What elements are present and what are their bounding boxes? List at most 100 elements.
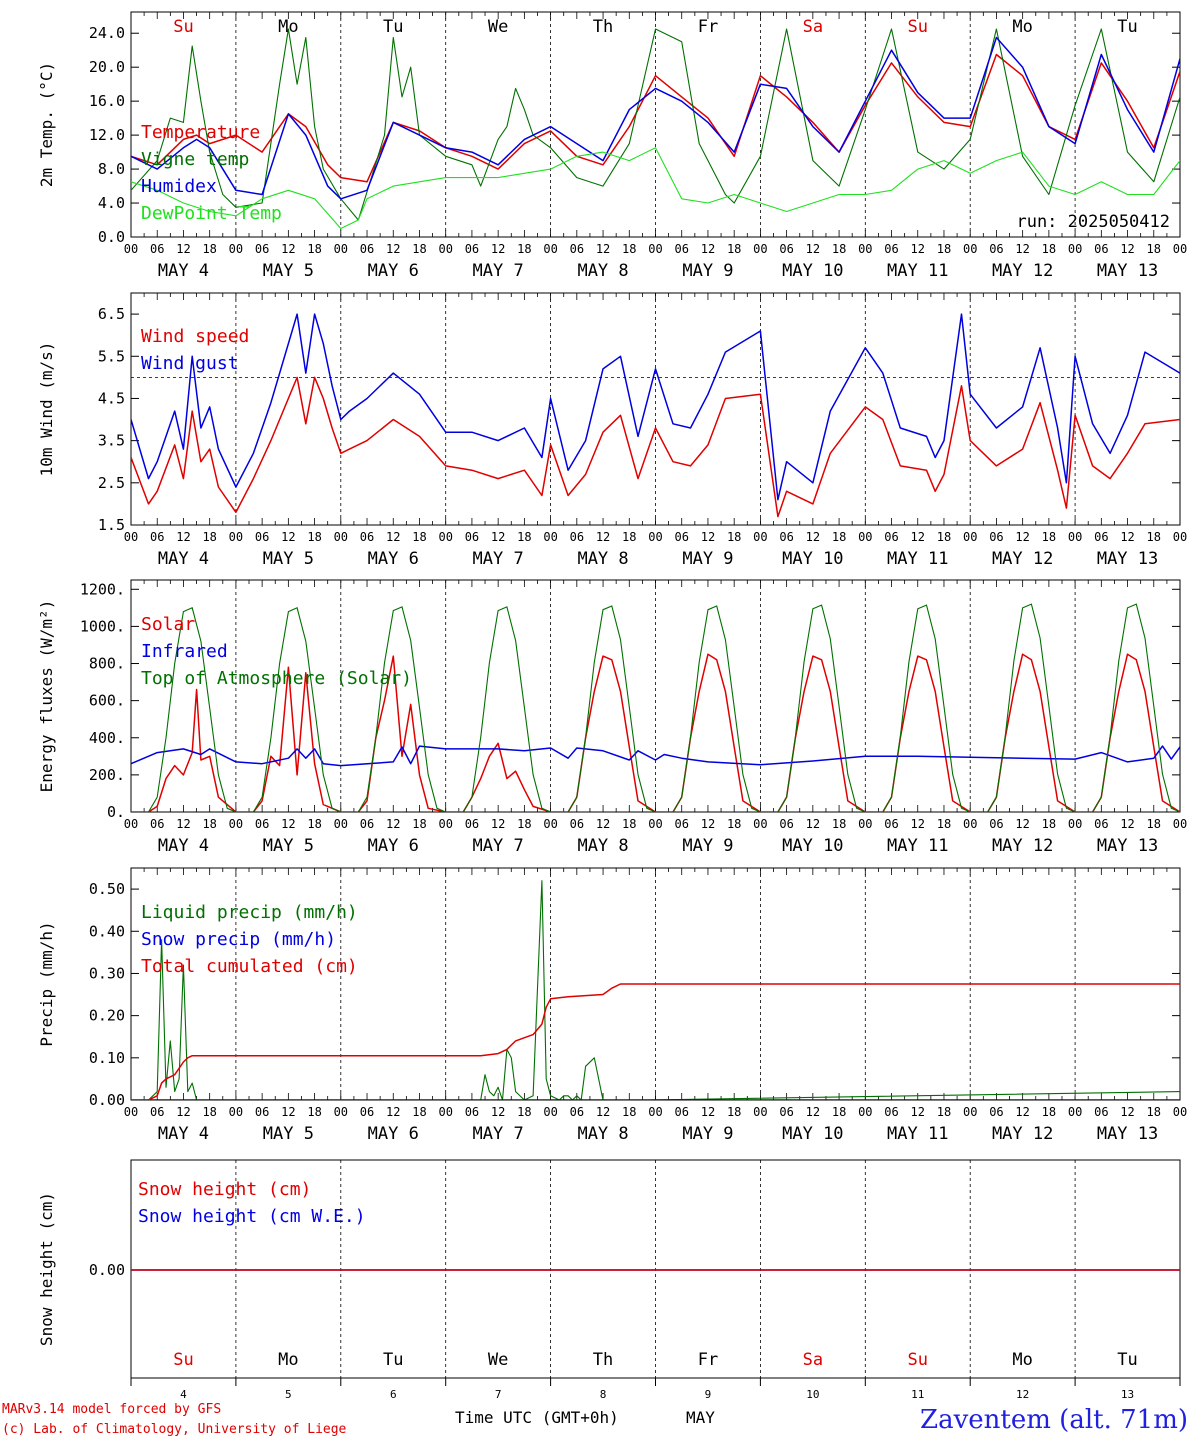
hour-tick-label: 00	[963, 530, 977, 544]
hour-tick-label: 12	[596, 817, 610, 831]
panel-series-1	[131, 28, 1180, 230]
hour-tick-label: 12	[701, 242, 715, 256]
weekday-bottom-label: Su	[173, 1350, 193, 1370]
y-axis-title-5: Snow height (cm)	[37, 1192, 56, 1346]
legend-entry: Top of Atmosphere (Solar)	[141, 668, 412, 689]
hour-tick-label: 12	[281, 817, 295, 831]
hour-tick-label: 06	[150, 530, 164, 544]
day-label: MAY 6	[368, 549, 419, 569]
day-label: MAY 11	[887, 836, 948, 856]
hour-tick-label: 12	[386, 242, 400, 256]
y-axis-title-1: 2m Temp. (°C)	[37, 62, 56, 187]
hour-tick-label: 06	[465, 242, 479, 256]
hour-tick-label: 18	[517, 242, 531, 256]
hour-tick-label: 06	[255, 817, 269, 831]
hour-tick-label: 00	[438, 1105, 452, 1119]
day-label: MAY 13	[1097, 261, 1158, 281]
day-number-label: 11	[911, 1388, 924, 1401]
y-tick-label: 20.0	[89, 58, 125, 76]
hour-tick-label: 18	[1042, 242, 1056, 256]
legend-entry: DewPoint Temp	[141, 203, 282, 224]
hour-tick-label: 00	[438, 242, 452, 256]
hour-tick-label: 00	[1068, 242, 1082, 256]
hour-tick-label: 12	[281, 1105, 295, 1119]
hour-tick-label: 00	[753, 242, 767, 256]
hour-tick-label: 18	[517, 530, 531, 544]
hour-tick-label: 00	[753, 530, 767, 544]
day-label: MAY 5	[263, 549, 314, 569]
y-tick-label: 4.0	[98, 194, 125, 212]
hour-tick-label: 00	[543, 1105, 557, 1119]
y-tick-label: 0.30	[89, 964, 125, 982]
weekday-bottom-label: Fr	[698, 1350, 718, 1370]
hour-tick-label: 18	[1147, 530, 1161, 544]
day-label: MAY 11	[887, 261, 948, 281]
hour-tick-label: 00	[1068, 1105, 1082, 1119]
hour-tick-label: 12	[281, 242, 295, 256]
hour-tick-label: 00	[1068, 530, 1082, 544]
station-title: Zaventem (alt. 71m)	[920, 1405, 1188, 1435]
hour-tick-label: 00	[858, 1105, 872, 1119]
day-label: MAY 8	[577, 1124, 628, 1144]
weekday-top-label: Mo	[1012, 17, 1032, 37]
hour-tick-label: 12	[701, 1105, 715, 1119]
hour-tick-label: 00	[229, 817, 243, 831]
hour-tick-label: 00	[648, 1105, 662, 1119]
y-tick-label: 0.00	[89, 1091, 125, 1109]
day-label: MAY 10	[782, 836, 843, 856]
hour-tick-label: 18	[1042, 1105, 1056, 1119]
day-label: MAY 9	[682, 261, 733, 281]
y-axis-title-2: 10m Wind (m/s)	[37, 342, 56, 477]
hour-tick-label: 18	[202, 530, 216, 544]
day-label: MAY 11	[887, 549, 948, 569]
legend-entry: Vigne temp	[141, 149, 249, 170]
hour-tick-label: 06	[989, 1105, 1003, 1119]
hour-tick-label: 18	[622, 242, 636, 256]
day-label: MAY 7	[473, 836, 524, 856]
day-label: MAY 10	[782, 261, 843, 281]
day-label: MAY 10	[782, 549, 843, 569]
hour-tick-label: 00	[1173, 1105, 1187, 1119]
hour-tick-label: 00	[963, 1105, 977, 1119]
day-label: MAY 7	[473, 1124, 524, 1144]
hour-tick-label: 12	[386, 1105, 400, 1119]
hour-tick-label: 06	[989, 242, 1003, 256]
hour-tick-label: 00	[753, 1105, 767, 1119]
hour-tick-label: 18	[202, 817, 216, 831]
hour-tick-label: 18	[1042, 530, 1056, 544]
hour-tick-label: 12	[701, 817, 715, 831]
hour-tick-label: 06	[779, 530, 793, 544]
hour-tick-label: 12	[176, 817, 190, 831]
hour-tick-label: 18	[412, 1105, 426, 1119]
legend-entry: Snow height (cm)	[138, 1179, 311, 1200]
hour-tick-label: 06	[989, 530, 1003, 544]
day-label: MAY 9	[682, 549, 733, 569]
hour-tick-label: 06	[884, 242, 898, 256]
panel-frame-1	[130, 11, 1181, 238]
hour-tick-label: 12	[176, 242, 190, 256]
hour-tick-label: 12	[1015, 530, 1029, 544]
hour-tick-label: 06	[360, 1105, 374, 1119]
panel-labels: 00 06 12 18 MAY 4 00 06 12 18 MAY 5 00 06 12 18 MAY 6 0…	[37, 17, 1187, 1401]
hour-tick-label: 00	[1173, 530, 1187, 544]
toa-solar-day-1	[131, 607, 237, 812]
day-label: MAY 4	[158, 549, 209, 569]
hour-tick-label: 06	[150, 242, 164, 256]
hour-tick-label: 06	[884, 1105, 898, 1119]
legend-entry: Liquid precip (mm/h)	[141, 902, 358, 923]
day-label: MAY 13	[1097, 1124, 1158, 1144]
hour-tick-label: 00	[229, 530, 243, 544]
hour-tick-label: 06	[360, 530, 374, 544]
hour-tick-label: 18	[1147, 1105, 1161, 1119]
hour-tick-label: 12	[491, 242, 505, 256]
y-tick-label: 0.	[107, 803, 125, 821]
weekday-bottom-label: Tu	[1117, 1350, 1137, 1370]
hour-tick-label: 18	[832, 817, 846, 831]
y-axis-title-4: Precip (mm/h)	[37, 921, 56, 1046]
hour-tick-label: 18	[307, 530, 321, 544]
hour-tick-label: 00	[543, 242, 557, 256]
hour-tick-label: 06	[1094, 1105, 1108, 1119]
legend-entry: Wind speed	[141, 326, 249, 347]
hour-tick-label: 00	[543, 530, 557, 544]
hour-tick-label: 06	[465, 1105, 479, 1119]
